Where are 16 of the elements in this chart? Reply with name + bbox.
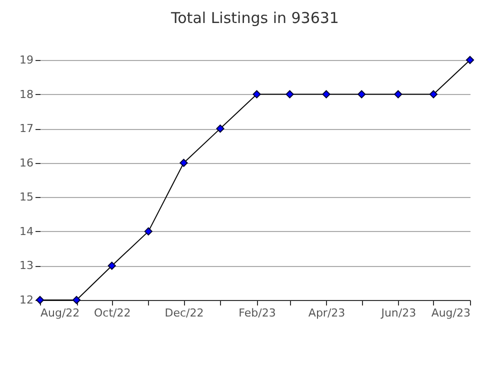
x-tick-label: Dec/22 [164, 306, 204, 320]
x-tick-label: Aug/23 [431, 306, 470, 320]
x-tick-label: Jun/23 [380, 306, 416, 320]
y-tick-label: 18 [20, 88, 34, 101]
y-tick-label: 16 [20, 156, 34, 170]
y-tick-label: 15 [20, 190, 34, 204]
chart-title: Total Listings in 93631 [170, 9, 339, 27]
x-tick-label: Feb/23 [238, 306, 276, 320]
y-tick-label: 14 [20, 224, 34, 238]
y-tick-label: 17 [20, 122, 34, 136]
x-tick-label: Apr/23 [308, 306, 346, 320]
x-tick-label: Aug/22 [40, 306, 80, 320]
x-tick-label: Oct/22 [94, 306, 131, 320]
y-tick-label: 13 [20, 259, 34, 272]
y-tick-label: 12 [20, 294, 34, 306]
y-tick-label: 19 [20, 54, 34, 66]
